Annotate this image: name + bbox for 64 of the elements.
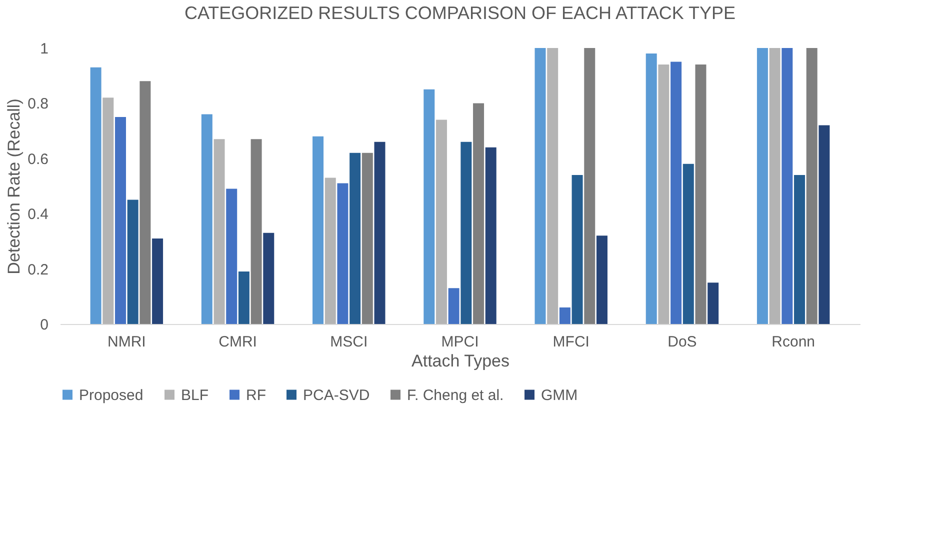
bar [646, 54, 657, 324]
bar [424, 89, 435, 324]
bar [374, 142, 386, 324]
bar [201, 114, 212, 324]
legend-label: RF [246, 386, 266, 404]
x-tick-label: MFCI [552, 334, 590, 350]
bar [140, 81, 151, 324]
x-tick-label: MSCI [330, 334, 368, 350]
bar [448, 288, 460, 324]
bar [572, 174, 583, 324]
bar [90, 67, 102, 324]
bar [769, 48, 780, 324]
bar [670, 62, 682, 324]
bar [263, 232, 274, 324]
bar [460, 142, 472, 324]
y-tick-label: 0 [40, 316, 48, 334]
x-tick-label: NMRI [108, 334, 146, 350]
bar [695, 64, 706, 324]
bar [584, 48, 596, 324]
bar [485, 147, 496, 324]
bar [782, 48, 793, 324]
bar [214, 139, 225, 324]
y-tick-label: 0.8 [28, 96, 48, 113]
x-tick-label: CMRI [218, 334, 257, 350]
x-tick-label: MPCI [441, 334, 479, 350]
bar [596, 236, 608, 324]
y-tick-label: 0.2 [28, 261, 48, 278]
legend-label: GMM [541, 386, 578, 404]
bar [534, 48, 546, 324]
y-tick-label: 0.4 [28, 206, 48, 224]
x-tick-label: Rconn [772, 334, 816, 350]
x-axis-title: Attach Types [412, 352, 510, 370]
legend-label: F. Cheng et al. [407, 386, 504, 404]
bar [250, 139, 262, 324]
bar [547, 48, 558, 324]
bar [559, 307, 570, 324]
bar [436, 120, 447, 324]
bar [473, 103, 484, 324]
bar [794, 174, 806, 324]
y-axis-title: Detection Rate (Recall) [4, 98, 24, 274]
bar [127, 200, 138, 324]
bar [818, 125, 830, 324]
bar [102, 98, 114, 324]
y-tick-label: 1 [40, 40, 48, 58]
bar [806, 48, 818, 324]
bar [756, 48, 768, 324]
legend-label: BLF [181, 386, 209, 404]
bar [238, 272, 250, 324]
bar [312, 136, 324, 324]
bar [226, 188, 238, 324]
bar [350, 152, 361, 324]
legend-label: Proposed [79, 386, 144, 404]
chart-title: CATEGORIZED RESULTS COMPARISON OF EACH ATTACK TYPE [184, 3, 736, 23]
x-tick-label: DoS [668, 334, 697, 350]
bar [362, 152, 373, 324]
bar [337, 183, 348, 324]
legend-label: PCA-SVD [303, 386, 370, 404]
bar [658, 64, 670, 324]
y-tick-label: 0.6 [28, 150, 48, 168]
bar [682, 164, 694, 324]
bar [708, 282, 719, 324]
bar [324, 178, 336, 324]
bar [114, 117, 126, 324]
bar [152, 238, 164, 324]
